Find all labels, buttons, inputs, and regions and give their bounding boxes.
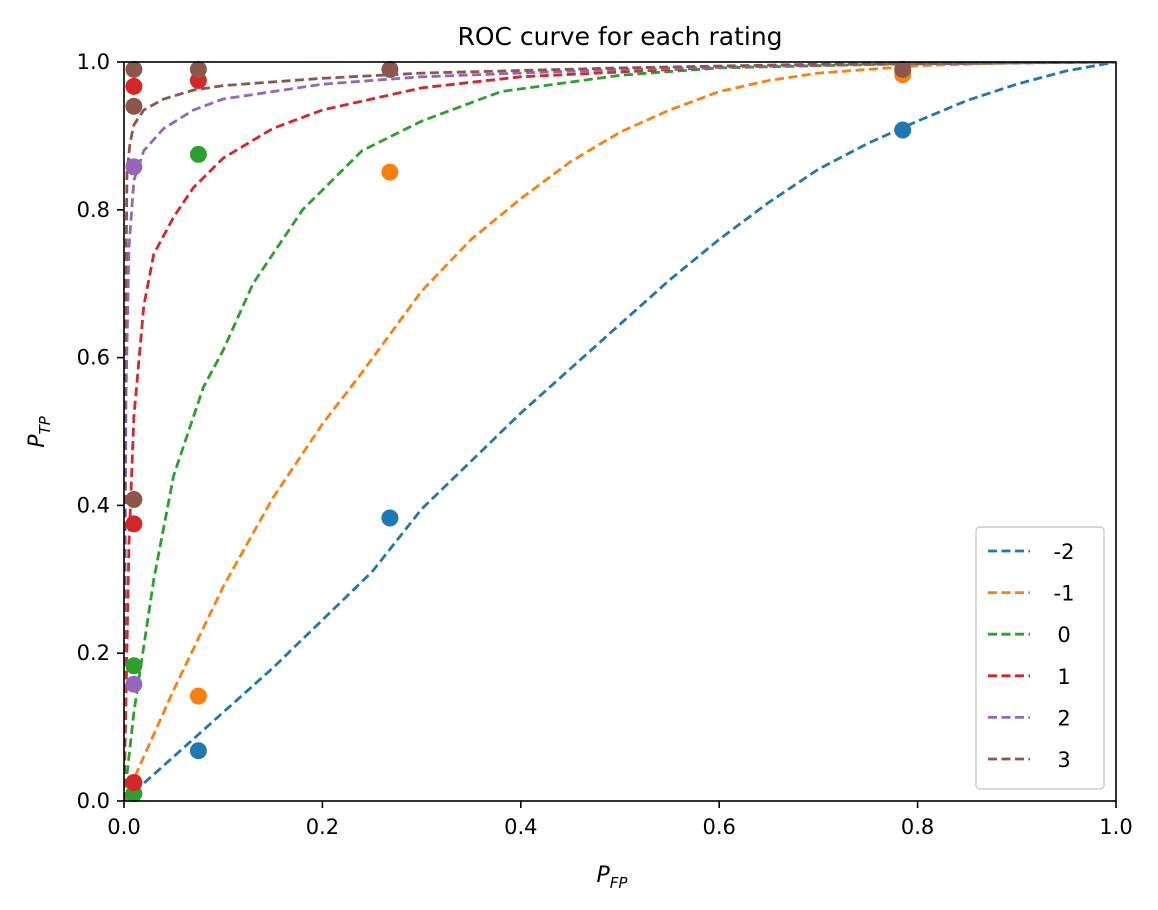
roc-point-1: [125, 774, 143, 791]
roc-curve-0: [124, 62, 1116, 801]
roc-curve--1: [124, 62, 1116, 801]
roc-point-0: [189, 145, 207, 163]
curves-layer: [124, 62, 1116, 801]
y-tick-label: 0.6: [77, 346, 110, 370]
x-axis-ticks: 0.0 0.2 0.4 0.6 0.8 1.0: [107, 801, 1133, 839]
roc-point-3: [125, 97, 143, 115]
x-tick-label: 0.8: [901, 815, 934, 839]
plot-frame: [123, 61, 1117, 802]
roc-point-0: [125, 657, 143, 675]
x-axis-label-main: P: [597, 863, 611, 888]
legend-label-0: 0: [1057, 623, 1070, 647]
legend-label-2: 2: [1057, 706, 1070, 730]
y-tick-label: 0.8: [77, 198, 110, 222]
y-axis-label-sub: TP: [36, 415, 54, 434]
x-tick-label: 0.2: [306, 815, 339, 839]
y-tick-label: 0.2: [77, 641, 110, 665]
y-tick-label: 0.4: [77, 493, 110, 517]
y-axis-label-main: P: [25, 434, 50, 448]
roc-point-3: [189, 60, 207, 78]
roc-point--2: [894, 121, 912, 139]
legend: -2 -1 0 1 2 3: [975, 526, 1105, 790]
x-tick-label: 0.0: [107, 815, 140, 839]
roc-point--1: [189, 687, 207, 705]
points-layer: [125, 60, 912, 803]
roc-point--2: [381, 509, 399, 527]
roc-curve-3: [124, 62, 1116, 801]
legend-label-1: 1: [1057, 665, 1070, 689]
roc-point-3: [125, 491, 143, 508]
y-tick-label: 1.0: [77, 50, 110, 74]
legend-label--2: -2: [1054, 540, 1075, 564]
x-axis-label: PFP: [597, 863, 629, 892]
roc-point-2: [125, 675, 143, 693]
roc-point-1: [125, 515, 143, 533]
roc-point--1: [381, 163, 399, 181]
x-tick-label: 0.6: [702, 815, 735, 839]
roc-curve-2: [124, 62, 1116, 801]
roc-point-3: [381, 60, 399, 78]
roc-curve--2: [124, 62, 1116, 801]
y-axis-label: PTP: [25, 415, 54, 447]
roc-curve-1: [124, 62, 1116, 801]
x-axis-label-sub: FP: [610, 874, 629, 892]
roc-point-3: [125, 60, 143, 78]
roc-point-2: [125, 158, 143, 176]
x-tick-label: 1.0: [1099, 815, 1132, 839]
legend-box: [975, 526, 1105, 790]
y-axis-ticks: 0.0 0.2 0.4 0.6 0.8 1.0: [77, 50, 124, 813]
chart-title: ROC curve for each rating: [457, 22, 782, 51]
y-tick-label: 0.0: [77, 789, 110, 813]
roc-point-3: [894, 60, 912, 78]
legend-label-3: 3: [1057, 748, 1070, 772]
roc-point-1: [125, 77, 143, 95]
legend-label--1: -1: [1054, 582, 1075, 606]
x-tick-label: 0.4: [504, 815, 537, 839]
roc-point--2: [189, 742, 207, 760]
